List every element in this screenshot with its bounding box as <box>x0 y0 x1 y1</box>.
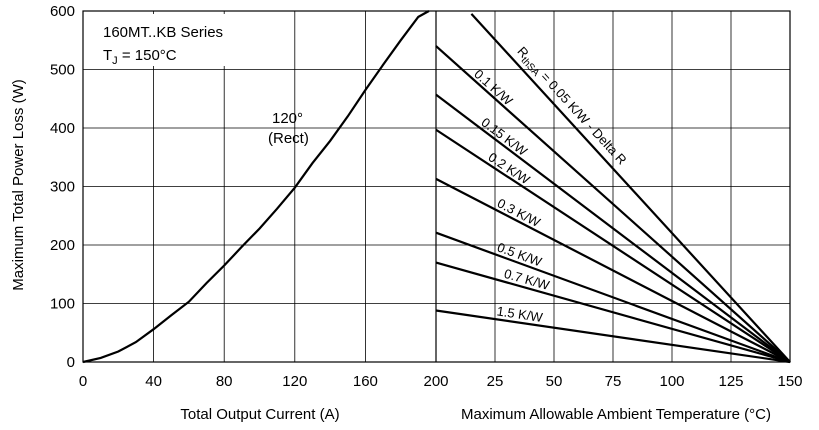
series-line-rthsa <box>435 93 791 363</box>
x-tick-label: 80 <box>216 373 233 390</box>
x-tick-label: 125 <box>718 373 743 390</box>
x-axis-title-left: Total Output Current (A) <box>180 406 339 423</box>
series-label: 0.2 K/W <box>486 149 533 187</box>
y-tick-label: 300 <box>50 179 75 196</box>
series-line-rthsa <box>435 177 791 363</box>
x-tick-label: 50 <box>546 373 563 390</box>
series-line-rthsa <box>435 128 791 363</box>
x-tick-label: 25 <box>487 373 504 390</box>
x-tick-label: 120 <box>282 373 307 390</box>
curve-label-rect: (Rect) <box>268 130 309 147</box>
series-line-rthsa <box>470 13 791 363</box>
series-label: 0.1 K/W <box>471 66 516 108</box>
x-axis-title-right: Maximum Allowable Ambient Temperature (°… <box>461 406 771 423</box>
y-tick-label: 400 <box>50 120 75 137</box>
y-tick-label: 100 <box>50 296 75 313</box>
x-tick-label: 100 <box>659 373 684 390</box>
junction-temp-annotation: TJ = 150°C <box>103 47 177 67</box>
series-label-rthsa: RthSA = 0.05 K/W - Delta R <box>512 44 629 170</box>
series-line-120-rect <box>82 10 430 364</box>
x-tick-label: 150 <box>777 373 802 390</box>
series-line-rthsa <box>435 309 791 364</box>
grid <box>83 11 790 362</box>
x-tick-label: 160 <box>353 373 378 390</box>
x-tick-label: 40 <box>145 373 162 390</box>
series-line-rthsa <box>435 261 791 364</box>
series-line-rthsa <box>435 231 791 364</box>
series-line-rthsa <box>435 45 791 363</box>
x-tick-label: 0 <box>79 373 87 390</box>
series-label: 1.5 K/W <box>496 303 545 325</box>
y-tick-label: 500 <box>50 62 75 79</box>
annotation-box <box>86 14 272 66</box>
curve-label-angle: 120° <box>272 110 303 127</box>
series-label: 0.15 K/W <box>478 115 530 160</box>
y-axis-title: Maximum Total Power Loss (W) <box>10 79 27 290</box>
y-tick-label: 200 <box>50 237 75 254</box>
tick-labels: 0 100 200 300 400 500 600 0 40 80 120 160 200 25 50 75 1… <box>50 3 803 390</box>
x-tick-label: 200 <box>423 373 448 390</box>
series-label: 0.5 K/W <box>495 239 544 269</box>
y-tick-label: 0 <box>67 354 75 371</box>
y-tick-label: 600 <box>50 3 75 20</box>
series-annotation: 160MT..KB Series <box>103 24 223 41</box>
x-tick-label: 75 <box>605 373 622 390</box>
